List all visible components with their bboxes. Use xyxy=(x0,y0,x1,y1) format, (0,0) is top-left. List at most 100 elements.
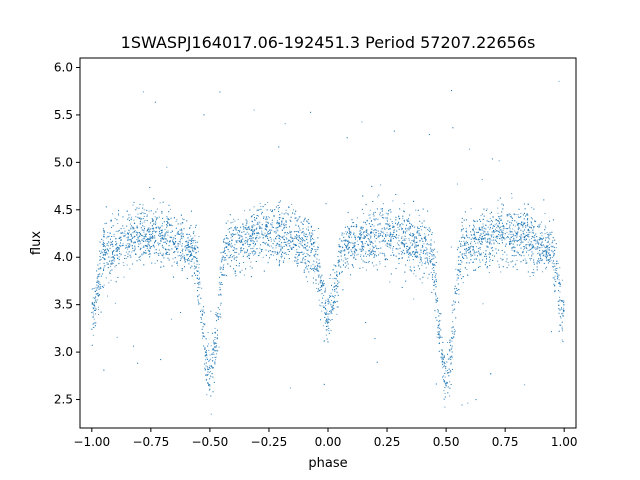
data-point xyxy=(405,238,407,240)
data-point xyxy=(230,253,232,255)
data-point xyxy=(152,225,153,227)
data-point xyxy=(508,213,510,215)
data-point xyxy=(217,350,219,352)
data-point xyxy=(297,226,299,227)
data-point xyxy=(405,248,407,250)
data-point xyxy=(248,253,250,255)
data-point xyxy=(252,231,254,233)
data-point xyxy=(347,243,349,245)
data-point xyxy=(444,393,446,394)
data-point xyxy=(356,240,358,242)
data-point xyxy=(322,325,324,327)
data-point xyxy=(485,262,487,264)
data-point xyxy=(509,242,511,244)
data-point xyxy=(208,349,210,351)
data-point xyxy=(379,261,381,263)
data-point xyxy=(438,332,440,334)
data-point xyxy=(203,324,205,326)
data-point xyxy=(220,304,222,306)
data-point xyxy=(523,255,525,257)
data-point xyxy=(305,248,307,250)
data-point xyxy=(347,248,349,250)
data-point xyxy=(529,239,531,241)
data-point xyxy=(99,255,101,257)
data-point xyxy=(285,209,287,211)
data-point xyxy=(330,310,332,312)
data-point xyxy=(166,239,168,241)
data-point xyxy=(149,256,151,258)
data-point xyxy=(441,349,443,351)
data-point xyxy=(180,237,182,239)
data-point xyxy=(146,215,148,217)
data-point xyxy=(371,245,373,247)
data-point xyxy=(324,307,326,309)
data-point xyxy=(180,229,182,231)
data-point xyxy=(452,332,454,334)
data-point xyxy=(318,299,320,301)
data-point xyxy=(456,279,458,281)
data-point xyxy=(460,240,462,242)
data-point xyxy=(97,313,99,315)
data-point xyxy=(353,245,355,247)
data-point xyxy=(489,218,491,220)
data-point xyxy=(444,383,446,385)
data-point xyxy=(462,234,464,236)
data-point xyxy=(164,229,166,231)
data-point xyxy=(544,213,546,215)
data-point xyxy=(218,346,220,348)
data-point xyxy=(257,232,259,234)
data-point xyxy=(524,247,526,249)
data-point xyxy=(465,255,467,257)
data-point xyxy=(520,237,522,239)
data-point xyxy=(232,245,234,247)
data-point xyxy=(409,246,411,248)
data-point xyxy=(404,243,406,245)
data-point xyxy=(113,257,115,259)
data-point xyxy=(301,245,303,247)
data-point xyxy=(289,245,291,247)
data-point xyxy=(218,282,220,284)
data-point xyxy=(489,221,491,223)
data-point xyxy=(433,289,435,291)
data-point xyxy=(273,215,275,217)
data-point xyxy=(172,251,174,253)
data-point xyxy=(331,306,333,308)
data-point xyxy=(132,250,134,252)
data-point xyxy=(386,223,388,225)
data-point xyxy=(297,259,299,261)
data-point xyxy=(502,229,504,231)
data-point xyxy=(398,234,400,236)
data-point xyxy=(153,213,155,215)
data-point xyxy=(406,224,407,226)
data-point xyxy=(197,251,199,253)
data-point xyxy=(511,247,513,249)
data-point xyxy=(253,249,255,251)
data-point xyxy=(529,258,531,260)
data-point xyxy=(408,239,410,241)
data-point xyxy=(430,260,432,262)
data-point xyxy=(421,262,423,264)
data-point xyxy=(471,245,473,247)
data-point xyxy=(549,261,551,263)
data-point xyxy=(559,267,561,269)
data-point xyxy=(447,372,449,374)
data-point xyxy=(465,244,467,246)
data-point xyxy=(396,242,398,244)
data-point xyxy=(100,258,102,260)
data-point xyxy=(306,253,308,255)
data-point xyxy=(356,236,358,238)
data-point xyxy=(405,231,407,233)
data-point xyxy=(130,218,132,220)
data-point xyxy=(143,236,145,238)
data-point xyxy=(479,229,481,231)
data-point xyxy=(179,229,181,231)
data-point xyxy=(166,166,168,168)
data-point xyxy=(181,229,183,231)
data-point xyxy=(97,281,99,283)
data-point xyxy=(179,243,181,245)
data-point xyxy=(317,254,319,256)
data-point xyxy=(142,225,144,227)
data-point xyxy=(321,274,323,276)
data-point xyxy=(410,224,412,226)
data-point xyxy=(270,223,272,225)
